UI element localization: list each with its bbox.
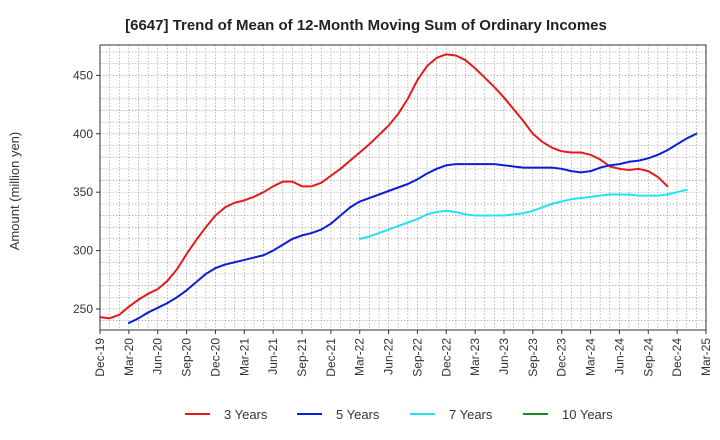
- legend: 3 Years 5 Years 7 Years 10 Years: [185, 407, 613, 422]
- x-tick-label: Sep-20: [180, 338, 194, 377]
- y-tick-label: 400: [73, 127, 93, 141]
- x-tick-label: Mar-24: [584, 338, 598, 376]
- x-tick-label: Dec-24: [670, 338, 684, 377]
- x-tick-label: Dec-22: [439, 338, 453, 377]
- x-tick-label: Sep-23: [526, 338, 540, 377]
- x-tick-label: Dec-21: [324, 338, 338, 377]
- x-tick-label: Jun-24: [612, 338, 626, 375]
- x-tick-label: Jun-22: [382, 338, 396, 375]
- x-tick-label: Mar-23: [468, 338, 482, 376]
- x-tick-label: Mar-25: [699, 338, 713, 376]
- x-tick-label: Sep-22: [410, 338, 424, 377]
- x-tick-label: Mar-22: [353, 338, 367, 376]
- x-tick-labels: Dec-19 Mar-20 Jun-20 Sep-20 Dec-20 Mar-21 Jun-…: [93, 330, 713, 377]
- legend-label: 5 Years: [336, 407, 380, 422]
- plot-frame: [99, 44, 707, 331]
- x-tick-label: Jun-20: [151, 338, 165, 375]
- series-line-7-years: [358, 188, 688, 240]
- x-tick-label: Mar-20: [122, 338, 136, 376]
- series-layer: [99, 53, 698, 324]
- legend-label: 10 Years: [562, 407, 613, 422]
- legend-label: 3 Years: [224, 407, 268, 422]
- chart-title: [6647] Trend of Mean of 12-Month Moving …: [125, 17, 607, 34]
- y-tick-label: 250: [73, 302, 93, 316]
- x-tick-label: Mar-21: [237, 338, 251, 376]
- y-tick-label: 450: [73, 68, 93, 82]
- x-tick-label: Jun-21: [266, 338, 280, 375]
- x-tick-label: Jun-23: [497, 338, 511, 375]
- series-line-5-years: [127, 132, 698, 324]
- grid-layer: [100, 45, 706, 330]
- y-tick-label: 300: [73, 244, 93, 258]
- series-line-3-years: [99, 53, 669, 320]
- x-tick-label: Dec-23: [555, 338, 569, 377]
- x-tick-label: Dec-20: [208, 338, 222, 377]
- y-axis-label: Amount (million yen): [7, 132, 22, 251]
- plot-border: [99, 44, 707, 331]
- y-tick-label: 350: [73, 185, 93, 199]
- x-tick-label: Sep-21: [295, 338, 309, 377]
- legend-label: 7 Years: [449, 407, 493, 422]
- x-tick-label: Sep-24: [641, 338, 655, 377]
- x-tick-label: Dec-19: [93, 338, 107, 377]
- y-tick-labels: 250 300 350 400 450: [73, 68, 100, 316]
